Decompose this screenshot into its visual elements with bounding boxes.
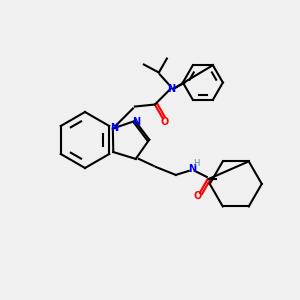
Text: H: H	[194, 159, 200, 168]
Text: N: N	[167, 83, 175, 94]
Text: O: O	[161, 116, 169, 127]
Text: N: N	[110, 122, 118, 133]
Text: O: O	[194, 191, 202, 201]
Text: N: N	[132, 117, 140, 127]
Text: N: N	[188, 164, 196, 174]
